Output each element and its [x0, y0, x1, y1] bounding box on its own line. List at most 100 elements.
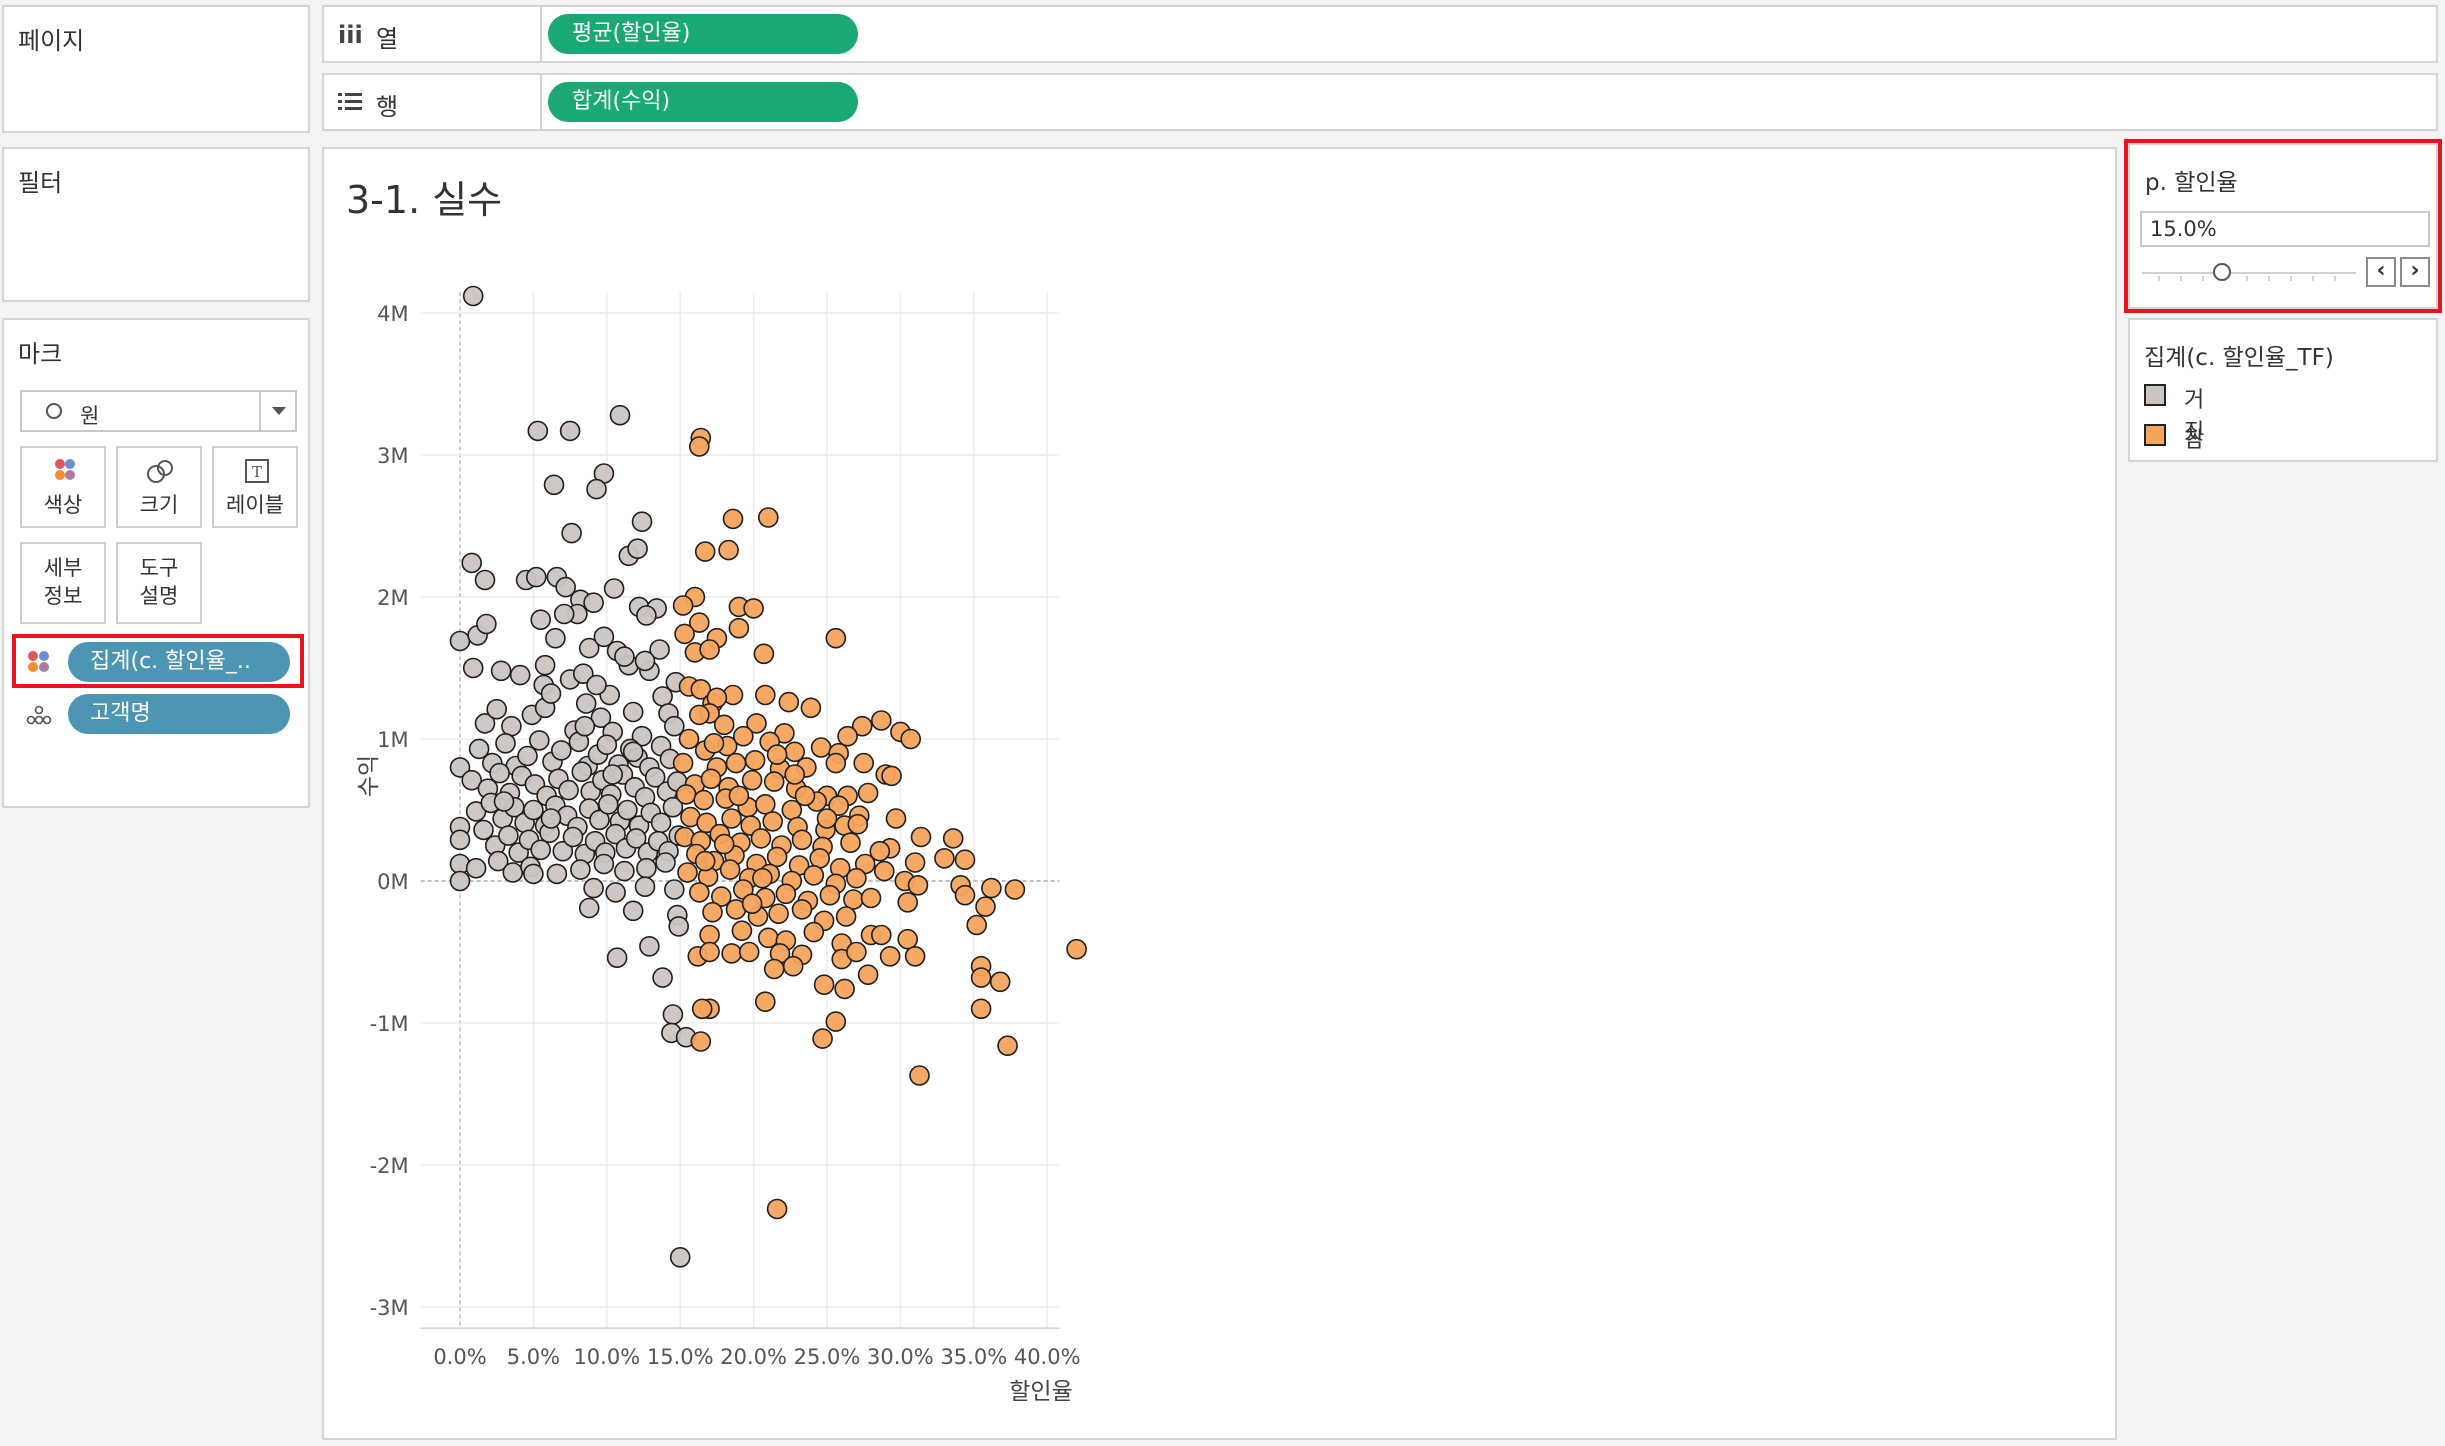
point-false[interactable]	[493, 791, 515, 812]
point-true[interactable]	[791, 899, 813, 920]
point-false[interactable]	[543, 474, 565, 496]
point-false[interactable]	[627, 538, 648, 560]
point-true[interactable]	[688, 612, 710, 633]
point-false[interactable]	[502, 862, 524, 883]
point-false[interactable]	[449, 870, 471, 892]
point-true[interactable]	[869, 840, 891, 862]
point-true[interactable]	[688, 436, 710, 457]
point-true[interactable]	[688, 882, 710, 903]
point-true[interactable]	[778, 691, 800, 713]
point-true[interactable]	[722, 508, 744, 530]
point-true[interactable]	[954, 884, 976, 906]
point-false[interactable]	[509, 664, 531, 686]
point-true[interactable]	[860, 887, 882, 909]
point-false[interactable]	[586, 478, 607, 500]
point-true[interactable]	[870, 924, 892, 946]
point-true[interactable]	[934, 847, 955, 869]
point-false[interactable]	[606, 947, 628, 969]
point-true[interactable]	[699, 639, 720, 660]
point-true[interactable]	[738, 941, 760, 963]
point-false[interactable]	[575, 693, 597, 714]
point-false[interactable]	[489, 762, 510, 784]
point-false[interactable]	[487, 850, 509, 872]
point-false[interactable]	[486, 698, 507, 720]
point-false[interactable]	[614, 646, 635, 667]
point-false[interactable]	[662, 1004, 684, 1025]
label-button[interactable]: T 레이블	[212, 446, 298, 528]
point-false[interactable]	[650, 812, 672, 834]
point-false[interactable]	[534, 654, 556, 676]
increment-button[interactable]: ›	[2400, 257, 2430, 287]
point-true[interactable]	[768, 903, 789, 925]
point-true[interactable]	[710, 886, 732, 907]
point-false[interactable]	[617, 799, 638, 821]
point-true[interactable]	[693, 789, 715, 811]
point-true[interactable]	[694, 850, 716, 872]
point-true[interactable]	[989, 971, 1011, 993]
point-false[interactable]	[590, 707, 612, 729]
point-false[interactable]	[449, 829, 471, 851]
point-false[interactable]	[634, 876, 656, 898]
point-true[interactable]	[904, 852, 926, 873]
point-false[interactable]	[602, 764, 624, 785]
point-true[interactable]	[803, 921, 825, 943]
size-button[interactable]: 크기	[116, 446, 202, 528]
point-false[interactable]	[559, 420, 581, 442]
point-false[interactable]	[501, 715, 522, 737]
point-true[interactable]	[819, 884, 841, 906]
rows-pill[interactable]: 합계(수익)	[548, 82, 858, 122]
point-false[interactable]	[540, 683, 562, 704]
point-true[interactable]	[816, 808, 838, 829]
detail-field-pill[interactable]: 고객명	[68, 694, 290, 734]
point-true[interactable]	[834, 978, 855, 1000]
point-false[interactable]	[461, 552, 482, 574]
rows-shelf[interactable]: 행 합계(수익)	[322, 73, 2438, 131]
point-true[interactable]	[803, 864, 825, 886]
point-false[interactable]	[449, 757, 471, 778]
point-true[interactable]	[840, 832, 861, 854]
point-false[interactable]	[578, 637, 600, 659]
point-true[interactable]	[800, 697, 822, 719]
point-false[interactable]	[631, 725, 653, 747]
point-false[interactable]	[574, 715, 596, 737]
point-true[interactable]	[897, 891, 919, 913]
point-true[interactable]	[904, 945, 926, 967]
point-true[interactable]	[813, 974, 835, 996]
point-true[interactable]	[910, 826, 932, 848]
point-true[interactable]	[870, 710, 892, 731]
point-false[interactable]	[523, 799, 544, 821]
point-true[interactable]	[762, 811, 784, 832]
point-false[interactable]	[558, 779, 579, 801]
point-true[interactable]	[743, 598, 764, 619]
point-false[interactable]	[465, 857, 487, 879]
point-true[interactable]	[750, 828, 772, 849]
point-false[interactable]	[609, 404, 631, 426]
filters-card[interactable]: 필터	[2, 147, 310, 302]
point-true[interactable]	[672, 595, 694, 616]
point-false[interactable]	[578, 897, 600, 919]
point-true[interactable]	[728, 617, 750, 639]
point-false[interactable]	[639, 935, 660, 957]
point-true[interactable]	[766, 846, 788, 868]
point-true[interactable]	[885, 808, 907, 829]
point-false[interactable]	[530, 839, 551, 861]
point-false[interactable]	[652, 967, 673, 988]
point-false[interactable]	[517, 745, 538, 767]
point-true[interactable]	[843, 889, 864, 910]
point-false[interactable]	[540, 808, 562, 829]
point-false[interactable]	[530, 609, 551, 631]
point-false[interactable]	[593, 853, 615, 875]
point-false[interactable]	[570, 859, 591, 880]
point-true[interactable]	[675, 784, 697, 805]
point-false[interactable]	[596, 734, 618, 756]
columns-pill[interactable]: 평균(할인율)	[548, 14, 858, 54]
point-false[interactable]	[669, 1247, 691, 1268]
point-false[interactable]	[625, 828, 647, 849]
chevron-down-icon[interactable]	[259, 392, 295, 430]
point-false[interactable]	[668, 916, 690, 937]
point-true[interactable]	[753, 643, 775, 665]
point-true[interactable]	[696, 812, 717, 834]
point-false[interactable]	[552, 840, 574, 862]
point-true[interactable]	[677, 862, 698, 883]
point-true[interactable]	[766, 744, 788, 765]
